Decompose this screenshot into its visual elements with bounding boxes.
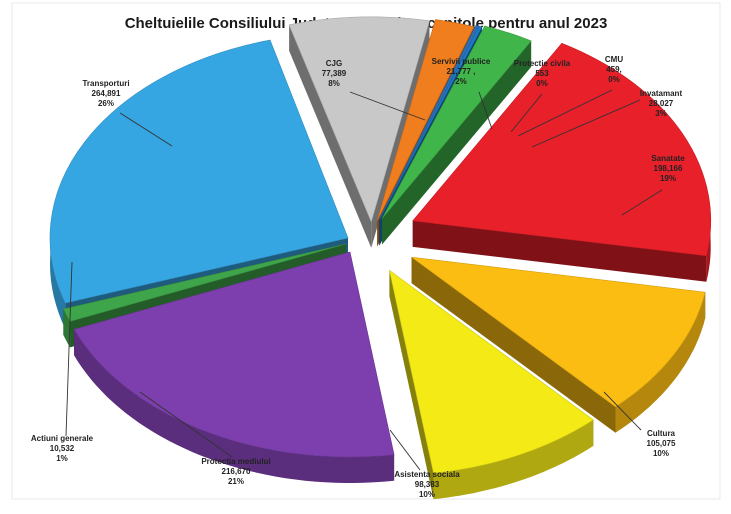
slice-rim-cultura (615, 292, 706, 433)
slice-top-cultura (410, 256, 706, 408)
slice-invatamant (381, 25, 532, 245)
leader-line-sanatate (621, 189, 663, 216)
data-label-name: Protectie civila (514, 59, 571, 68)
slice-top-cmu (379, 25, 483, 220)
data-label-sanatate: Sanatate 198,166 19% (651, 154, 685, 183)
slices-layer (49, 16, 712, 500)
data-label-percent: 0% (608, 75, 620, 84)
data-label-name: Protectia mediului (201, 457, 270, 466)
leader-line-servivii-publice (478, 91, 493, 130)
data-label-percent: 8% (328, 79, 340, 88)
data-label-name: Asistenta sociala (394, 470, 460, 479)
data-label-value: 21,777 , (447, 67, 476, 76)
data-label-value: 264,891 (92, 89, 121, 98)
slice-side-actiuni-generale (63, 244, 347, 335)
data-label-percent: 10% (419, 490, 435, 499)
slice-side-cultura (411, 257, 616, 433)
data-label-percent: 0% (536, 79, 548, 88)
data-label-percent: 19% (660, 174, 676, 183)
slice-asistenta-sociala (388, 269, 594, 500)
data-label-name: Actiuni generale (31, 434, 94, 443)
leader-line-cmu (517, 89, 613, 137)
data-label-servivii-publice: Servivii publice 21,777 , 2% (432, 57, 491, 86)
slice-cultura (410, 256, 706, 433)
slice-top-protectia-mediului (73, 251, 395, 458)
leader-line-protectia-mediului (139, 391, 233, 458)
data-label-name: Cultura (647, 429, 676, 438)
slice-side-sanatate (412, 220, 707, 282)
data-label-cultura: Cultura 105,075 10% (647, 429, 676, 458)
data-label-percent: 26% (98, 99, 114, 108)
data-label-value: 459, (606, 65, 622, 74)
leader-line-cultura (603, 391, 642, 431)
data-label-name: Transporturi (82, 79, 129, 88)
leader-line-invatamant (531, 99, 641, 148)
slice-rim-protectia-mediului (74, 329, 395, 483)
data-label-cjg: CJG 77,389 8% (322, 59, 347, 88)
data-label-asistenta-sociala: Asistenta sociala 98,383 10% (394, 470, 460, 499)
slice-top-asistenta-sociala (388, 269, 594, 474)
data-label-percent: 10% (653, 449, 669, 458)
leader-line-cjg (349, 91, 426, 121)
labels-layer: CJG 77,389 8% Servivii publice 21,777 , 2% Pro… (31, 55, 685, 499)
data-label-value: 77,389 (322, 69, 347, 78)
data-label-value: 216,670 (222, 467, 251, 476)
slice-rim-transporturi (50, 229, 66, 329)
data-label-name: CMU (605, 55, 623, 64)
slice-sanatate (412, 42, 712, 282)
data-label-value: 28,027 (649, 99, 674, 108)
data-label-protectie-civila: Protectie civila 553 0% (514, 59, 571, 88)
data-label-actiuni-generale: Actiuni generale 10,532 1% (31, 434, 94, 463)
slice-top-sanatate (412, 42, 712, 257)
data-label-value: 198,166 (654, 164, 683, 173)
data-label-percent: 21% (228, 477, 244, 486)
slice-rim-asistenta-sociala (433, 419, 594, 500)
data-label-invatamant: Invatamant 28,027 3% (640, 89, 683, 118)
data-label-name: Servivii publice (432, 57, 491, 66)
data-label-name: CJG (326, 59, 342, 68)
data-label-cmu: CMU 459, 0% (605, 55, 623, 84)
slice-top-invatamant (381, 25, 532, 219)
leader-line-transporturi (119, 112, 173, 147)
slice-side-asistenta-sociala (389, 270, 434, 500)
slice-side-cjg (289, 24, 372, 248)
data-label-percent: 3% (655, 109, 667, 118)
slice-rim-actiuni-generale (63, 309, 71, 348)
slice-top-transporturi (49, 39, 349, 304)
data-label-protectia-mediului: Protectia mediului 216,670 21% (201, 457, 270, 486)
slice-side-invatamant (382, 40, 532, 245)
slice-protectia-mediului (73, 251, 395, 483)
slice-top-servivii-publice (376, 19, 475, 221)
data-label-name: Invatamant (640, 89, 683, 98)
data-label-value: 10,532 (50, 444, 75, 453)
data-label-transporturi: Transporturi 264,891 26% (82, 79, 129, 108)
data-label-name: Sanatate (651, 154, 685, 163)
data-label-percent: 1% (56, 454, 68, 463)
leader-line-actiuni-generale (65, 261, 73, 437)
data-label-value: 98,383 (415, 480, 440, 489)
leader-line-asistenta-sociala (389, 429, 421, 471)
leader-line-protectie-civila (510, 93, 543, 133)
data-label-value: 105,075 (647, 439, 676, 448)
data-label-percent: 2% (455, 77, 467, 86)
data-label-value: 553 (535, 69, 549, 78)
slice-top-cjg (288, 16, 430, 223)
